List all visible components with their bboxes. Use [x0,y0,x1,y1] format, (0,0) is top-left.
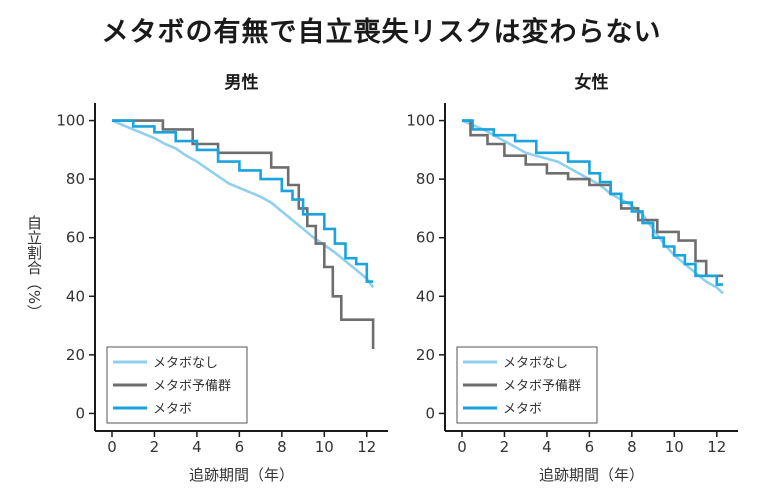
y-tick-label: 60 [416,229,435,247]
y-tick-label: 80 [416,170,435,188]
x-tick-label: 4 [192,438,202,456]
y-tick-label: 0 [425,404,435,422]
x-tick-label: 10 [665,438,684,456]
legend-label: メタボ予備群 [503,378,581,394]
y-tick-label: 40 [416,287,435,305]
series-line-none [111,119,375,289]
series-line-none [461,119,724,295]
x-tick-label: 2 [500,438,510,456]
y-tick-label: 40 [66,287,85,305]
panel-title: 男性 [225,72,259,93]
x-tick-label: 2 [150,438,160,456]
x-tick-label: 10 [315,438,334,456]
series-line-pre [112,119,375,349]
x-tick-label: 0 [457,438,467,456]
x-tick-label: 12 [357,438,376,456]
y-tick-label: 100 [56,112,85,130]
legend-label: メタボ [153,402,192,417]
series-line-pre [462,119,724,278]
x-axis-label: 追跡期間（年） [539,466,644,484]
y-tick-label: 20 [66,346,85,364]
x-tick-label: 12 [707,438,726,456]
legend-label: メタボ [503,402,542,417]
legend-label: メタボなし [153,356,218,371]
x-tick-label: 6 [585,438,595,456]
x-axis-label: 追跡期間（年） [189,466,294,484]
x-tick-label: 6 [235,438,245,456]
series-line-metabo [462,119,724,286]
y-tick-label: 20 [416,346,435,364]
y-tick-label: 0 [75,404,85,422]
y-tick-label: 100 [406,112,435,130]
x-tick-label: 8 [277,438,287,456]
chart-title: メタボの有無で自立喪失リスクは変わらない [101,17,662,48]
legend-label: メタボなし [503,356,568,371]
y-tick-label: 60 [66,229,85,247]
panel-title: 女性 [575,72,609,93]
y-axis-label: 自立割合（%） [25,215,43,319]
legend-label: メタボ予備群 [153,378,231,394]
x-tick-label: 8 [627,438,637,456]
y-tick-label: 80 [66,170,85,188]
x-tick-label: 4 [542,438,552,456]
x-tick-label: 0 [107,438,117,456]
series-line-metabo [112,119,374,283]
